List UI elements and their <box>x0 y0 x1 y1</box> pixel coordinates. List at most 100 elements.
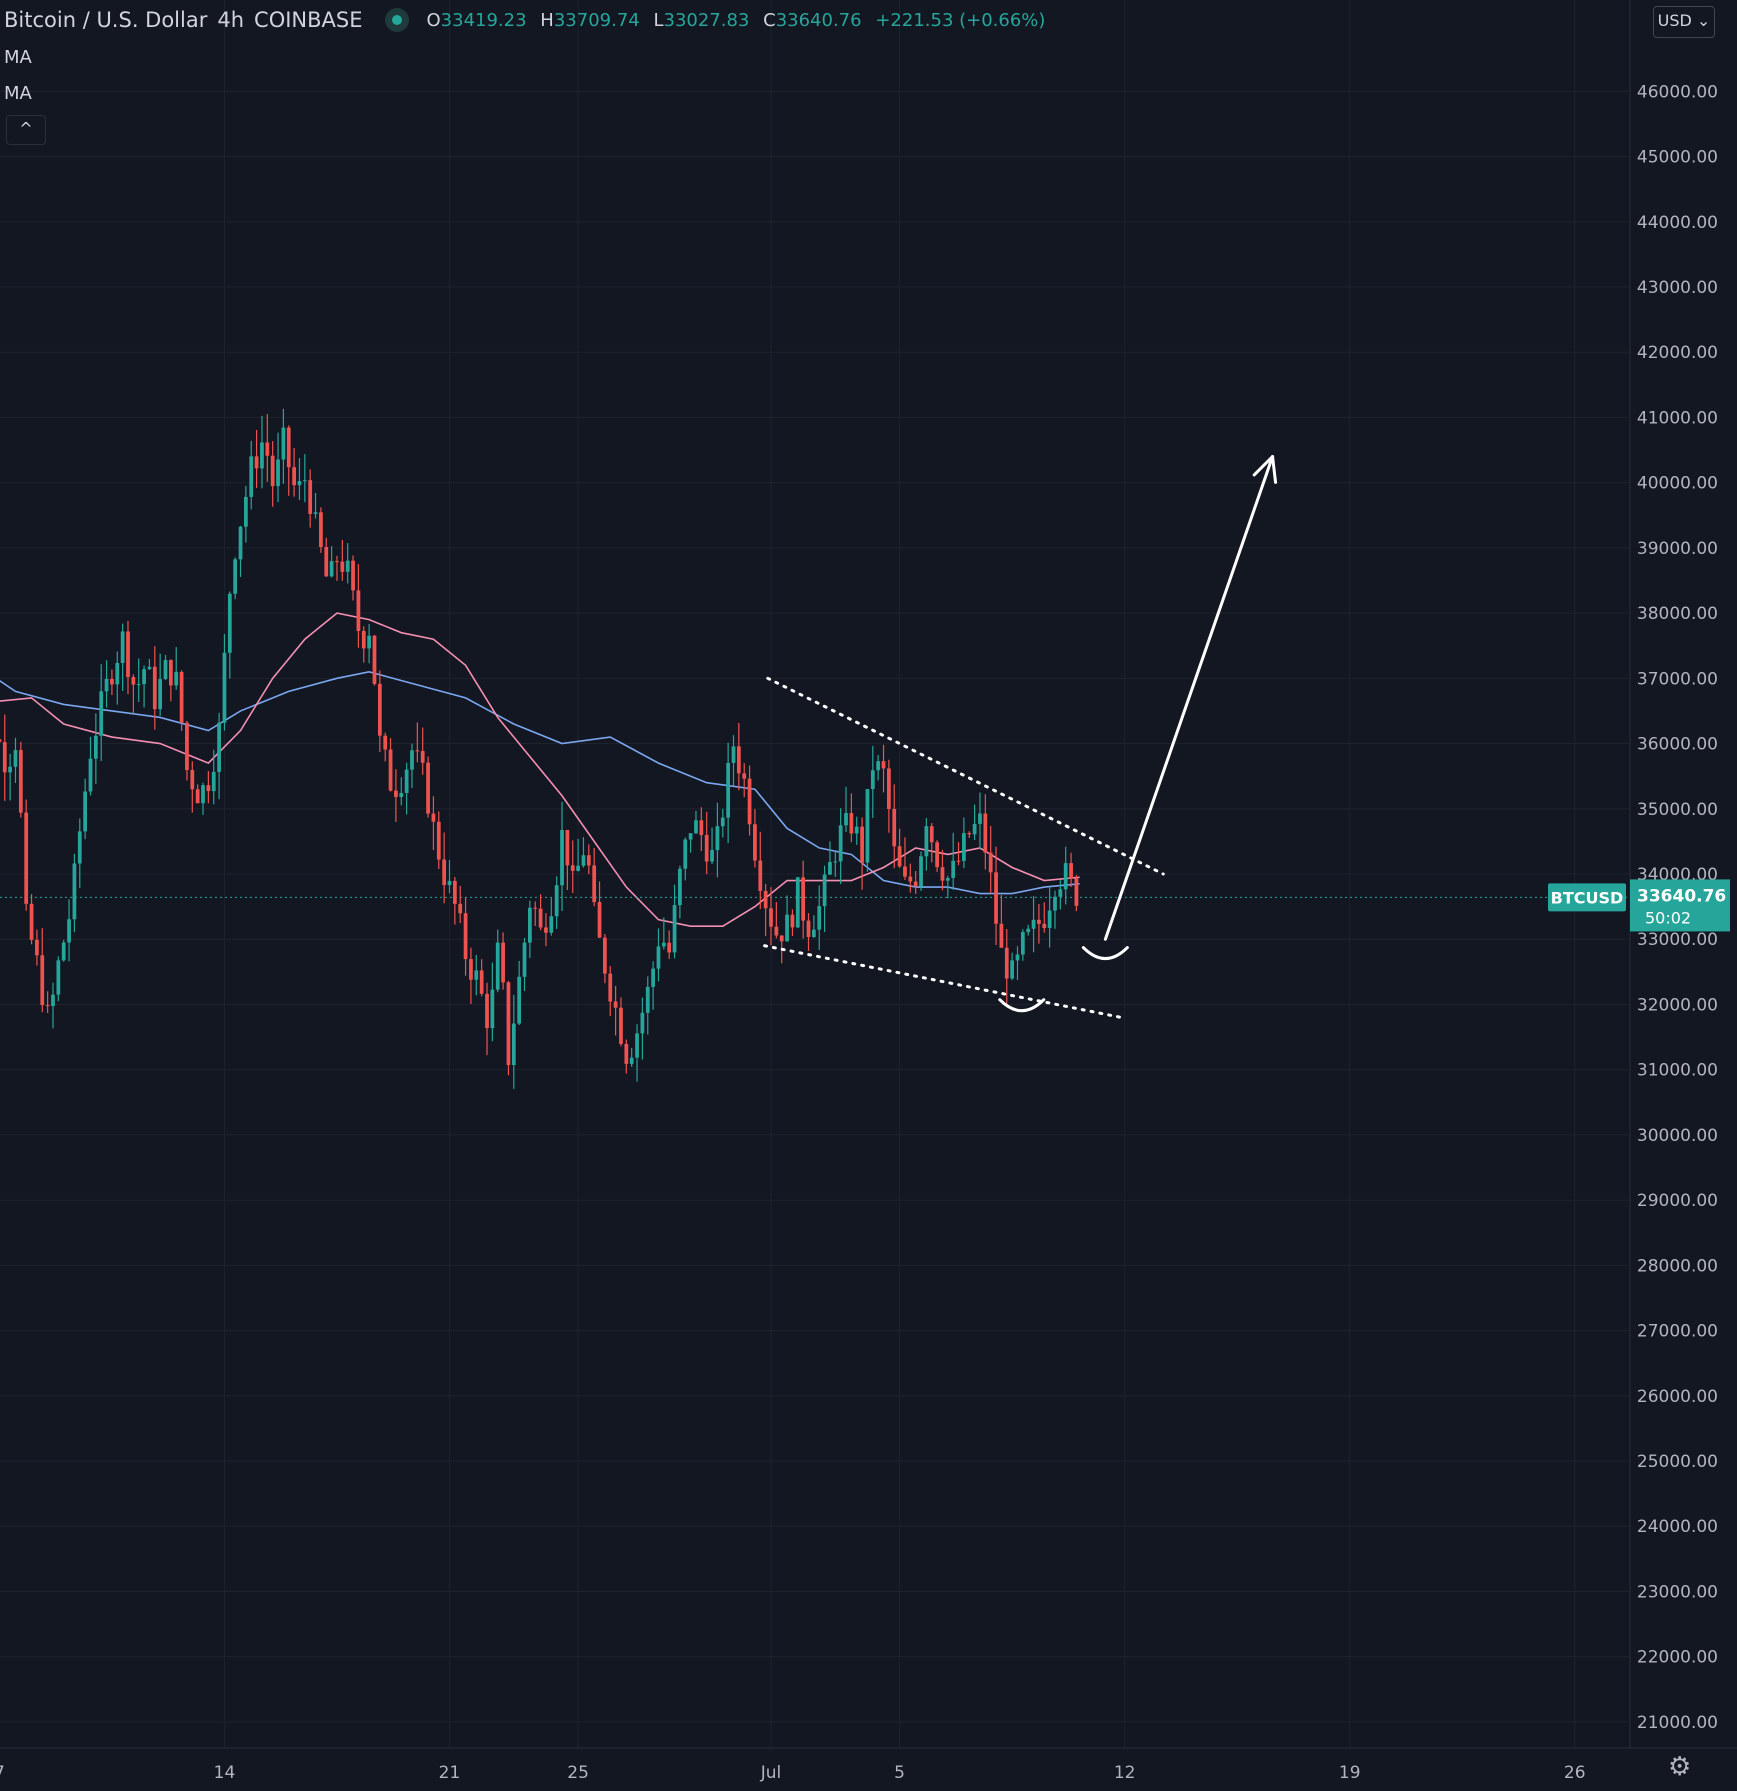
candle-body <box>152 666 157 710</box>
high-value: 33709.74 <box>553 9 640 31</box>
candle-body <box>538 908 543 928</box>
candle-body <box>388 749 393 791</box>
ohlc-values: O33419.23 H33709.74 L33027.83 C33640.76 … <box>426 9 1046 31</box>
y-tick-label: 37000.00 <box>1637 669 1718 689</box>
candle-body <box>479 970 484 994</box>
x-tick-label: Jul <box>760 1763 782 1783</box>
candle-body <box>104 678 109 692</box>
settings-gear-icon[interactable]: ⚙ <box>1668 1752 1692 1782</box>
trendline-dotted <box>766 676 1165 876</box>
indicator-ma-2[interactable]: MA <box>4 83 32 104</box>
candle-body <box>544 927 548 933</box>
candle-body <box>286 427 291 468</box>
symbol-name[interactable]: Bitcoin / U.S. Dollar <box>4 8 208 32</box>
low-value: 33027.83 <box>663 9 750 31</box>
candle-body <box>838 825 843 862</box>
candle-body <box>613 1001 618 1008</box>
candle-body <box>795 877 800 928</box>
candle-body <box>640 1012 645 1034</box>
candle-body <box>785 914 789 942</box>
candle-body <box>83 791 88 832</box>
candle-body <box>190 770 195 790</box>
currency-button[interactable]: USD ⌄ <box>1653 6 1715 38</box>
candle-body <box>1037 919 1041 924</box>
candle-body <box>260 442 264 469</box>
candle-body <box>227 593 232 653</box>
x-tick-label: 21 <box>439 1763 461 1783</box>
candle-body <box>136 684 141 686</box>
market-status-icon[interactable] <box>384 8 409 32</box>
x-tick-label: 5 <box>894 1763 905 1783</box>
candle-body <box>244 496 248 527</box>
interval-label[interactable]: 4h <box>217 8 245 32</box>
x-tick-label: 7 <box>0 1763 5 1783</box>
candle-body <box>56 960 61 995</box>
candle-body <box>131 677 136 685</box>
candle-body <box>994 872 998 924</box>
candle-body <box>361 631 366 649</box>
candle-body <box>179 671 184 723</box>
arrow-head <box>1252 455 1275 477</box>
y-tick-label: 42000.00 <box>1637 343 1718 363</box>
candle-body <box>929 826 934 843</box>
candle-body <box>661 942 666 947</box>
candle-body <box>394 790 398 798</box>
candle-body <box>511 1023 516 1065</box>
y-tick-label: 35000.00 <box>1637 800 1718 820</box>
candle-body <box>1058 889 1063 897</box>
candle-body <box>174 671 179 686</box>
candle-body <box>367 635 372 649</box>
candle-body <box>142 669 146 685</box>
y-tick-label: 26000.00 <box>1637 1387 1718 1407</box>
candle-body <box>345 560 350 572</box>
candle-body <box>801 877 806 921</box>
candle-body <box>1031 919 1036 929</box>
projection-arrow <box>1103 455 1275 941</box>
candle-body <box>651 968 655 987</box>
candle-body <box>442 859 447 886</box>
candle-body <box>29 903 34 940</box>
candle-body <box>452 880 457 904</box>
candle-body <box>222 652 227 723</box>
exchange-label: COINBASE <box>254 8 363 32</box>
y-tick-label: 27000.00 <box>1637 1322 1718 1342</box>
candle-body <box>431 813 436 822</box>
candle-body <box>1063 863 1068 890</box>
y-tick-label: 31000.00 <box>1637 1061 1718 1081</box>
candle-body <box>945 878 950 881</box>
candle-body <box>1015 954 1020 961</box>
candle-body <box>420 751 425 763</box>
candle-body <box>624 1043 629 1064</box>
moving-average-slow <box>0 670 1080 895</box>
candle-body <box>238 526 243 560</box>
candle-body <box>897 846 902 867</box>
candle-body <box>688 833 693 840</box>
candle-body <box>61 942 66 961</box>
candle-body <box>865 789 870 863</box>
candle-body <box>554 885 559 917</box>
candle-body <box>93 735 98 759</box>
candle-body <box>45 1005 50 1007</box>
candle-body <box>0 739 2 743</box>
drawn-arc <box>998 998 1046 1013</box>
candle-body <box>710 850 714 862</box>
candle-body <box>635 1033 639 1058</box>
candle-body <box>667 942 672 953</box>
collapse-legend-button[interactable]: ^ <box>6 115 46 145</box>
candle-body <box>158 679 163 710</box>
candle-body <box>40 955 45 1006</box>
candle-body <box>699 820 704 835</box>
candle-body <box>313 512 318 514</box>
candle-body <box>870 770 875 790</box>
candle-body <box>329 561 334 577</box>
candle-body <box>817 906 822 930</box>
candle-body <box>704 834 709 862</box>
candle-body <box>24 812 29 904</box>
moving-average-fast <box>0 612 1080 927</box>
candle-body <box>672 905 677 953</box>
indicator-ma-1[interactable]: MA <box>4 47 32 68</box>
candle-body <box>619 1007 623 1044</box>
trendline-dotted <box>763 944 1123 1019</box>
candle-body <box>8 766 12 773</box>
